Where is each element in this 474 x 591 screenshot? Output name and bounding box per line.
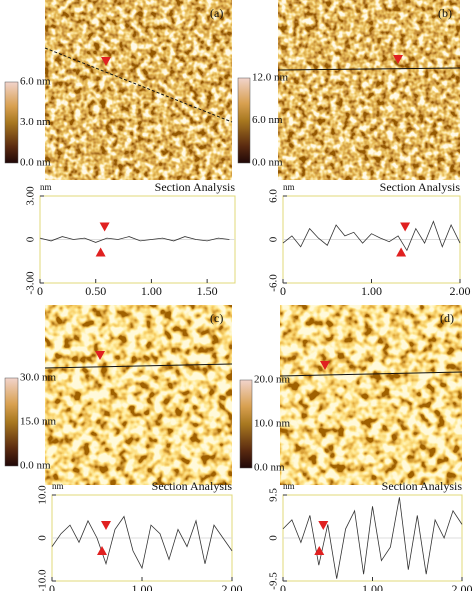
colorbar-label: 0.0 nm (20, 460, 51, 472)
cursor (99, 222, 110, 232)
afm-image (278, 0, 460, 180)
cursor (396, 247, 407, 257)
panel-label: (c) (210, 311, 223, 325)
x-tick-label: 2.00 (450, 284, 471, 298)
profile-line (282, 497, 463, 579)
y-tick-label: 0 (25, 236, 37, 242)
y-unit: nm (283, 481, 295, 491)
y-unit: nm (283, 182, 295, 192)
cursor (318, 521, 329, 530)
cursor (97, 546, 107, 555)
x-tick-label: 1.00 (132, 582, 153, 591)
cursor (314, 546, 325, 555)
plot-title: Section Analysis (382, 479, 463, 493)
y-tick-label: -3.00 (25, 271, 37, 294)
image-cursor (95, 351, 105, 360)
colorbar (239, 379, 253, 469)
colorbar-label: 10.0 nm (254, 418, 291, 430)
x-tick-label: 2.00 (452, 582, 473, 591)
plot-title: Section Analysis (380, 180, 461, 194)
colorbar (237, 77, 251, 164)
cursor (400, 222, 411, 232)
x-tick-label: 0.50 (85, 284, 106, 298)
colorbar-label: 3.0 nm (20, 116, 51, 128)
colorbar-label: 20.0 nm (254, 374, 291, 386)
x-tick-label: 1.00 (361, 284, 382, 298)
colorbar-label: 0.0 nm (254, 462, 285, 474)
x-tick-label: 0 (280, 582, 286, 591)
y-unit: nm (52, 481, 64, 491)
panel-label: (d) (440, 311, 454, 325)
y-tick-label: 9.5 (268, 488, 280, 502)
image-cursor (393, 55, 403, 64)
section-line (44, 47, 233, 123)
x-tick-label: 0 (280, 284, 286, 298)
colorbar-label: 0.0 nm (20, 157, 51, 169)
y-tick-label: 0 (37, 535, 49, 541)
x-tick-label: 0 (37, 284, 43, 298)
x-tick-label: 2.00 (222, 582, 243, 591)
image-cursor (101, 57, 111, 66)
x-tick-label: 1.50 (197, 284, 218, 298)
section-line (277, 67, 461, 71)
colorbar (4, 377, 19, 467)
colorbar-label: 6.0 nm (20, 76, 51, 88)
y-tick-label: 0 (268, 236, 280, 242)
profile-line (282, 220, 461, 252)
y-tick-label: -10.0 (37, 569, 49, 591)
y-tick-label: -9.5 (268, 572, 280, 590)
afm-image (45, 305, 232, 485)
y-tick-label: -6.0 (268, 274, 280, 292)
plot-title: Section Analysis (152, 479, 233, 493)
colorbar (4, 81, 19, 164)
x-tick-label: 1.00 (362, 582, 383, 591)
afm-image (280, 305, 462, 485)
y-tick-label: 10.0 (37, 485, 49, 505)
plot-title: Section Analysis (155, 180, 236, 194)
section-line (44, 363, 233, 369)
afm-image (45, 0, 232, 180)
cursor (101, 521, 111, 530)
x-tick-label: 1.00 (141, 284, 162, 298)
profile-line (51, 515, 233, 570)
colorbar-label: 12.0 nm (252, 72, 289, 84)
y-tick-label: 0 (268, 535, 280, 541)
section-line (279, 371, 463, 377)
cursor (95, 247, 106, 257)
panel-label: (a) (210, 6, 223, 20)
y-unit: nm (40, 182, 52, 192)
colorbar-label: 15.0 nm (20, 416, 57, 428)
colorbar-label: 30.0 nm (20, 372, 57, 384)
y-tick-label: 3.00 (25, 186, 37, 206)
panel-label: (b) (438, 6, 452, 20)
y-tick-label: 6.0 (268, 189, 280, 203)
profile-line (39, 236, 230, 243)
image-cursor (320, 361, 330, 370)
colorbar-label: 0.0 nm (252, 157, 283, 169)
colorbar-label: 6.0 nm (252, 114, 283, 126)
x-tick-label: 0 (49, 582, 55, 591)
